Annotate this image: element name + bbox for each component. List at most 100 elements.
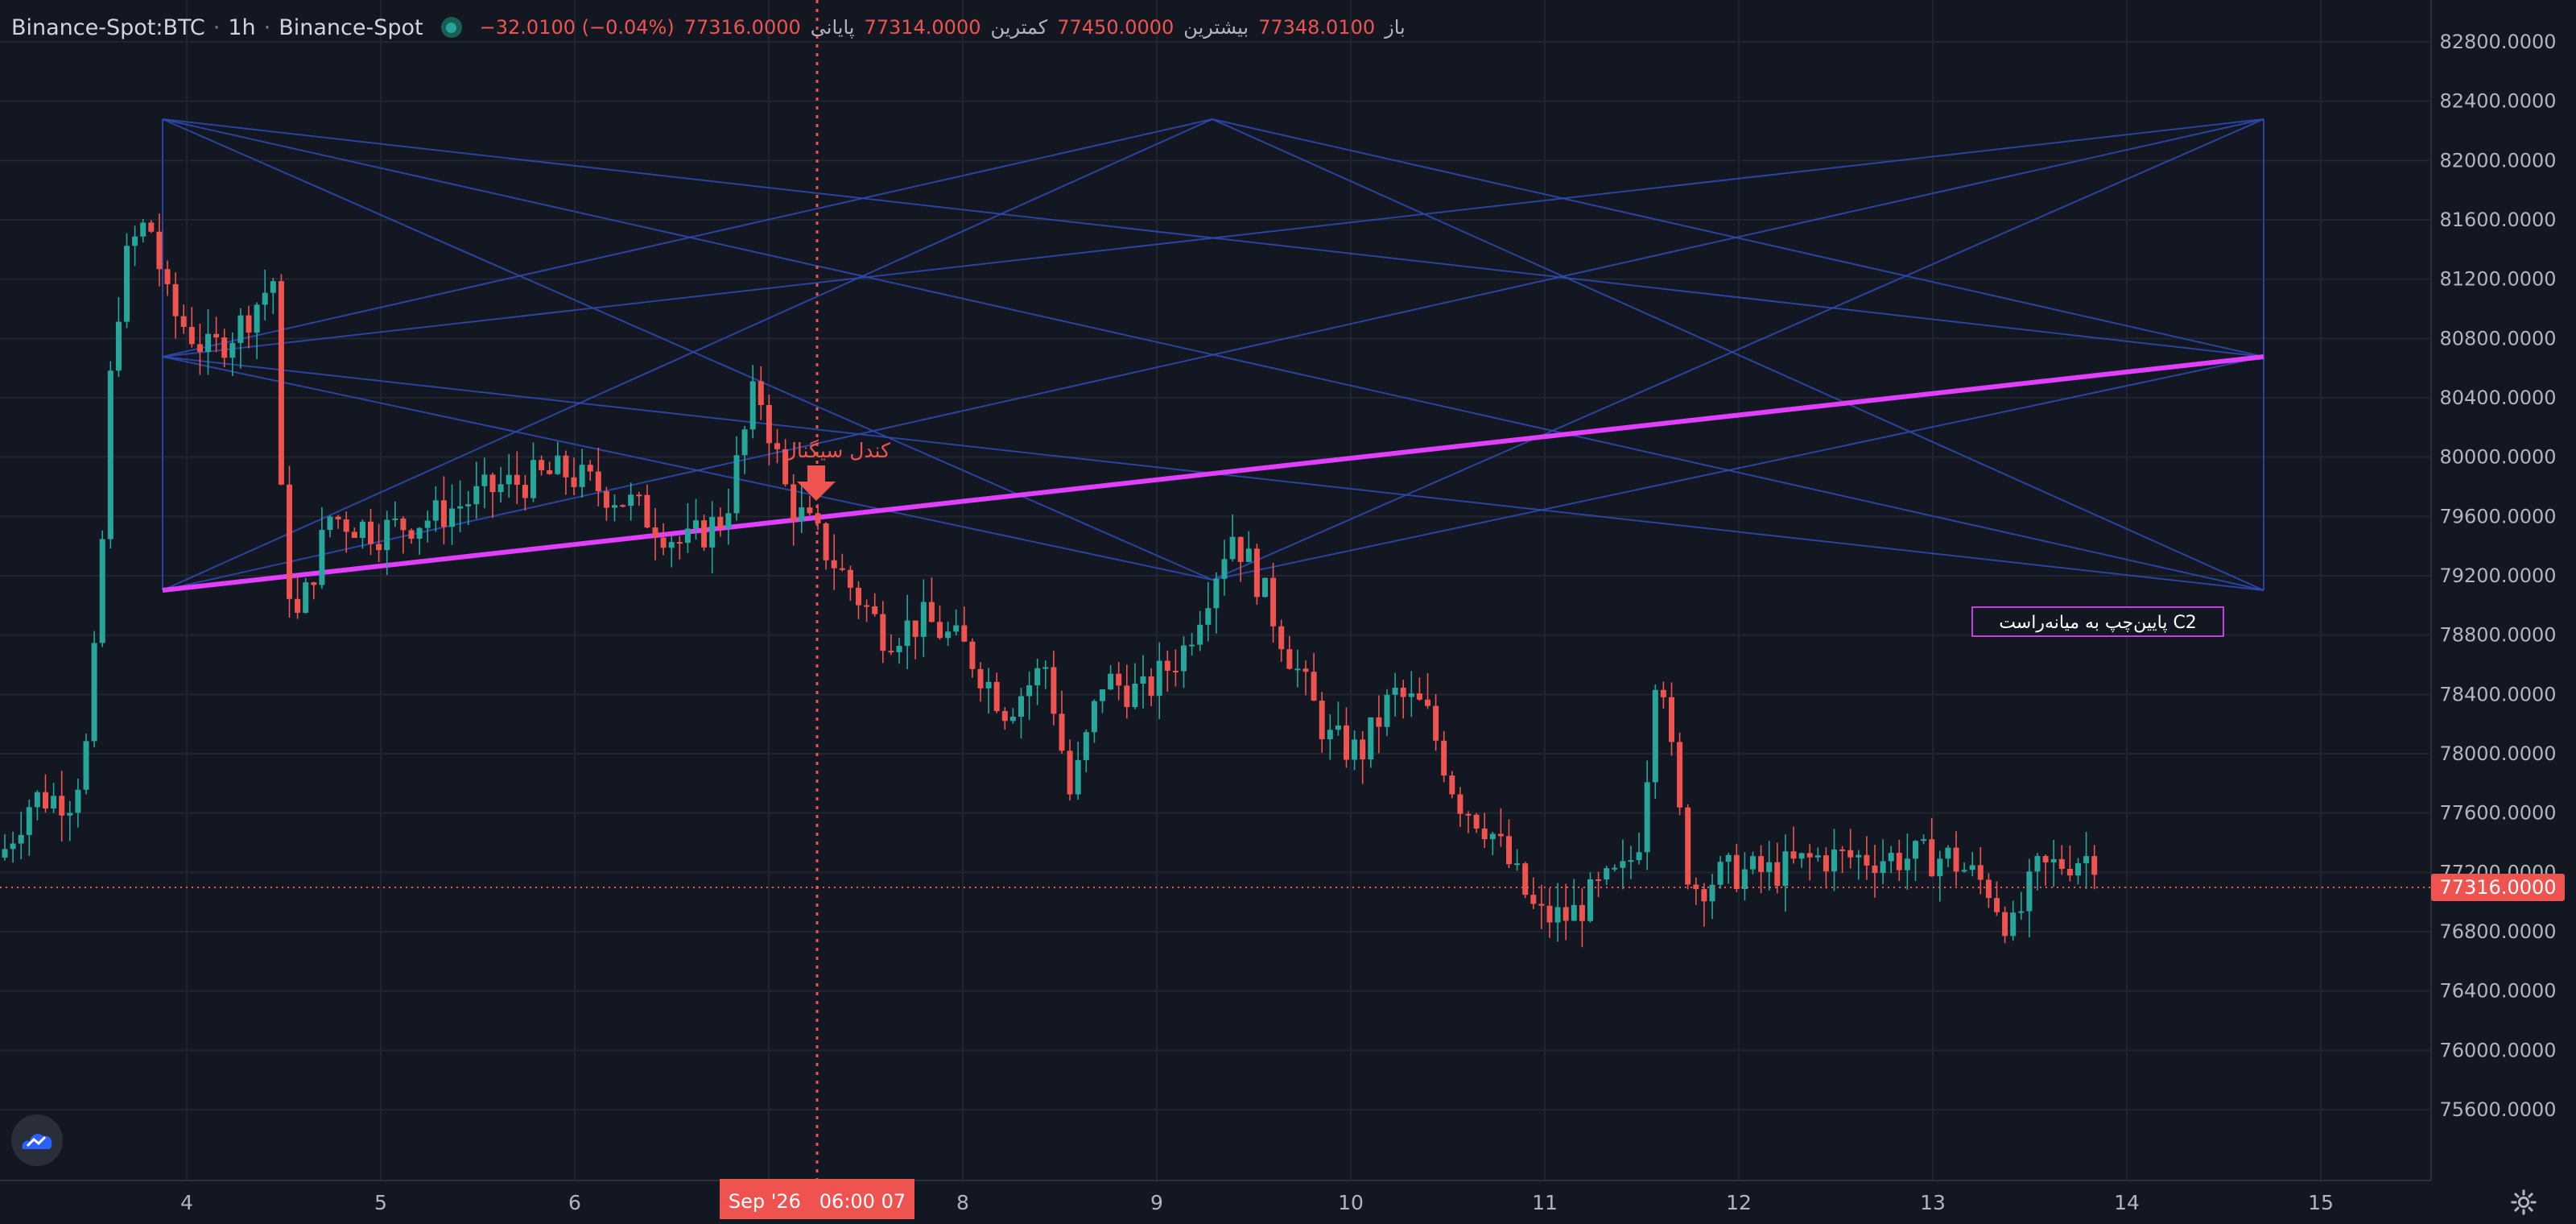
candle-body [1441,740,1447,776]
time-tick-label: 9 [1150,1191,1163,1214]
candle-body [34,792,40,808]
candle-body [465,504,472,507]
candle-body [571,477,577,487]
candle-body [1823,855,1829,872]
candle-body [1750,856,1756,870]
candle-body [1083,732,1089,760]
candle-body [2091,856,2098,875]
candlesticks [2,213,2098,948]
candle-body [1741,869,1748,889]
candle-body [701,520,708,548]
trend-line[interactable] [162,354,2264,593]
candle-body [1766,862,1773,872]
candle-body [1376,717,1382,727]
candle-body [1985,879,1992,899]
candle-body [1563,907,1569,921]
candle-body [1758,856,1765,872]
candle-body [555,455,561,474]
candle-body [2018,911,2025,913]
candle-body [514,474,520,486]
candle-body [99,539,105,643]
symbol-name[interactable]: Binance-Spot:BTC [11,14,205,40]
candle-body [904,620,910,647]
price-tick-label: 80000.0000 [2439,446,2556,469]
candle-body [888,651,894,653]
time-tick-label: 14 [2114,1191,2140,1214]
candle-body [1506,836,1512,865]
candle-body [1294,668,1301,671]
low-value: 77314.0000 [864,16,981,39]
price-axis[interactable]: 82800.0000 82400.0000 82000.0000 81600.0000… [2430,0,2576,1181]
candle-body [676,542,683,544]
candle-body [1798,853,1805,859]
candle-body [1132,683,1138,708]
candle-body [1156,660,1162,697]
candle-body [684,528,691,544]
price-tick-label: 79200.0000 [2439,564,2556,587]
time-axis[interactable]: 4 5 6 8 9 10 11 12 13 14 15 Sep '26 06:00 07 [0,1179,2576,1224]
candle-body [1953,847,1959,872]
candle-body [1221,559,1228,579]
candle-body [295,598,301,613]
chart-grid [0,0,2431,1181]
candle-body [1571,904,1577,921]
tradingview-cloud-icon[interactable] [11,1114,63,1166]
candle-body [1237,536,1244,562]
gear-icon[interactable] [2510,1189,2537,1216]
candle-body [1790,851,1797,859]
candle-body [937,622,943,639]
price-tick-label: 76400.0000 [2439,980,2556,1003]
candle-body [749,381,756,430]
candle-body [1612,867,1618,870]
candle-body [579,465,585,487]
time-tick-label: 15 [2308,1191,2334,1214]
candle-body [612,505,617,508]
candle-body [2010,912,2017,937]
candle-body [221,337,228,358]
candle-body [67,813,73,816]
time-tick-label: 5 [374,1191,387,1214]
candle-body [758,381,764,405]
low-label: کمترین [990,16,1048,39]
candle-body [1725,854,1732,862]
price-tick-label: 78400.0000 [2439,683,2556,705]
close-label: پایانی [810,16,855,39]
candle-body [912,620,919,637]
market-status-icon[interactable] [440,17,462,38]
candle-body [1489,833,1496,840]
candle-body [1335,725,1341,730]
price-tick-label: 81200.0000 [2439,268,2556,291]
candle-body [920,602,927,637]
candle-body [2042,856,2049,862]
price-tick-label: 82400.0000 [2439,90,2556,113]
candle-body [1709,884,1715,902]
candle-body [799,507,805,522]
candle-body [1140,676,1146,684]
candle-body [278,281,284,485]
candle-body [668,542,675,548]
candle-body [343,519,349,532]
candle-body [180,316,187,327]
last-price-badge [2431,874,2565,901]
interval-label[interactable]: 1h [228,14,256,40]
candle-body [148,222,155,232]
candle-body [107,370,114,540]
candle-body [1961,870,1967,872]
candle-body [115,321,122,371]
candle-body [303,582,309,613]
time-tick-label: 6 [568,1191,581,1214]
pattern-lines [162,118,2264,591]
candle-body [807,507,813,514]
candle-body [693,520,699,529]
candle-body [1782,851,1789,887]
candle-body [1319,701,1325,740]
candle-body [1660,689,1666,697]
candle-body [856,587,861,606]
ohlc-values: باز 77348.0100 بیشترین 77450.0000 کمترین… [480,16,1406,39]
annotation-box[interactable]: پایین‌چپ به میانه‌راست C2 [1971,606,2224,637]
price-tick-label: 75600.0000 [2439,1098,2556,1121]
candle-body [351,531,357,539]
candle-body [1205,608,1212,625]
candle-body [457,506,464,509]
